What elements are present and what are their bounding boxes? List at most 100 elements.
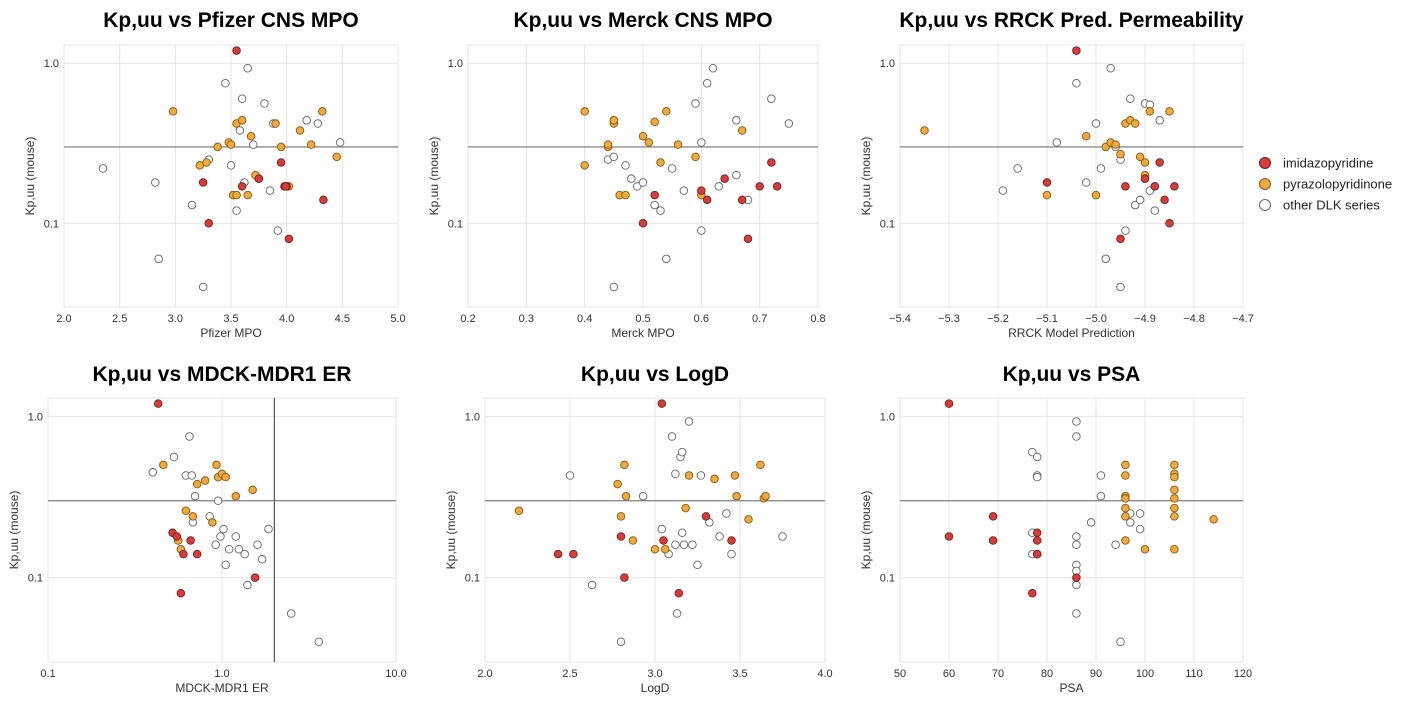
data-point-pyrazolopyridinone [246, 131, 256, 141]
legend-marker [1259, 178, 1271, 190]
x-tick-label: 3.0 [647, 668, 662, 680]
y-tick-label: 0.1 [880, 573, 895, 585]
data-point-other-dlk-series [1072, 609, 1081, 618]
data-point-other-dlk-series [1155, 116, 1164, 125]
data-point-imidazopyridine [204, 219, 213, 228]
data-point-imidazopyridine [755, 182, 764, 191]
data-point-pyrazolopyridinone [276, 142, 286, 152]
x-tick-label: 110 [1185, 668, 1203, 680]
data-point-pyrazolopyridinone [237, 116, 247, 125]
data-point-other-dlk-series [249, 140, 258, 149]
x-tick-label: 0.4 [577, 313, 592, 325]
data-point-imidazopyridine [232, 46, 241, 55]
y-tick-label: 1.0 [448, 58, 463, 70]
data-point-imidazopyridine [553, 549, 563, 559]
x-tick-label: −4.7 [1232, 313, 1254, 325]
data-point-other-dlk-series [286, 609, 296, 618]
data-point-pyrazolopyridinone [730, 471, 740, 480]
data-point-other-dlk-series [632, 182, 642, 191]
data-point-other-dlk-series [767, 94, 776, 103]
data-point-pyrazolopyridinone [1170, 512, 1179, 521]
data-point-other-dlk-series [1086, 518, 1096, 527]
x-tick-label: −5.2 [987, 313, 1009, 325]
y-axis-label: Kp,uu (mouse) [859, 491, 873, 570]
data-point-other-dlk-series [1072, 532, 1081, 541]
data-point-pyrazolopyridinone [1111, 140, 1120, 149]
data-point-pyrazolopyridinone [1081, 131, 1091, 141]
data-point-pyrazolopyridinone [306, 140, 316, 149]
x-axis-label: Pfizer MPO [200, 326, 261, 340]
x-tick-label: −5.4 [889, 313, 911, 325]
data-point-imidazopyridine [772, 182, 782, 191]
data-point-pyrazolopyridinone [732, 491, 741, 501]
data-point-other-dlk-series [714, 182, 724, 191]
x-tick-label: 0.1 [40, 668, 55, 680]
data-point-pyrazolopyridinone [1121, 460, 1130, 470]
data-point-other-dlk-series [185, 432, 194, 441]
x-tick-label: −5.1 [1036, 313, 1058, 325]
data-point-pyrazolopyridinone [1121, 471, 1130, 480]
x-tick-label: 0.7 [752, 313, 767, 325]
data-point-pyrazolopyridinone [656, 158, 665, 167]
data-point-other-dlk-series [221, 78, 230, 88]
chart-title: Kp,uu vs MDCK-MDR1 ER [92, 363, 351, 386]
data-point-other-dlk-series [667, 164, 677, 173]
x-tick-label: 10.0 [385, 668, 406, 680]
x-tick-label: −5.0 [1085, 313, 1107, 325]
data-point-other-dlk-series [314, 637, 324, 647]
data-point-imidazopyridine [1140, 174, 1150, 183]
x-axis-label: RRCK Model Prediction [1008, 326, 1135, 340]
data-point-imidazopyridine [659, 536, 668, 545]
data-point-other-dlk-series [1116, 282, 1125, 292]
data-point-pyrazolopyridinone [737, 126, 747, 135]
data-point-other-dlk-series [677, 447, 687, 457]
data-point-other-dlk-series [732, 116, 741, 125]
data-point-pyrazolopyridinone [168, 107, 178, 116]
y-tick-label: 0.1 [44, 218, 59, 230]
data-point-other-dlk-series [187, 471, 196, 480]
data-point-imidazopyridine [1028, 589, 1037, 598]
data-point-other-dlk-series [1135, 509, 1145, 518]
data-point-other-dlk-series [638, 178, 648, 187]
data-point-other-dlk-series [727, 549, 736, 559]
data-point-other-dlk-series [224, 545, 234, 554]
data-point-imidazopyridine [1072, 573, 1081, 582]
data-point-other-dlk-series [1072, 432, 1081, 441]
data-point-pyrazolopyridinone [514, 506, 524, 515]
data-point-pyrazolopyridinone [202, 158, 211, 167]
data-point-pyrazolopyridinone [609, 116, 619, 125]
data-point-pyrazolopyridinone [710, 474, 719, 484]
y-axis-label: Kp,uu (mouse) [859, 137, 873, 216]
data-point-imidazopyridine [1042, 178, 1052, 187]
x-tick-label: 3.5 [732, 668, 747, 680]
data-point-imidazopyridine [743, 234, 753, 244]
data-point-other-dlk-series [696, 471, 706, 480]
data-point-pyrazolopyridinone [638, 131, 648, 141]
data-point-other-dlk-series [98, 164, 108, 173]
data-point-imidazopyridine [319, 195, 328, 205]
data-point-imidazopyridine [767, 158, 776, 167]
data-point-pyrazolopyridinone [613, 479, 622, 489]
data-point-pyrazolopyridinone [181, 506, 191, 515]
data-point-other-dlk-series [650, 200, 659, 210]
data-point-other-dlk-series [235, 126, 245, 135]
data-point-other-dlk-series [609, 152, 619, 162]
plot-area [899, 44, 1244, 308]
chart-title: Kp,uu vs LogD [581, 363, 729, 386]
data-point-other-dlk-series [1126, 518, 1135, 527]
data-point-pyrazolopyridinone [1135, 152, 1145, 162]
data-point-other-dlk-series [1032, 452, 1042, 462]
data-point-pyrazolopyridinone [662, 107, 671, 116]
data-point-imidazopyridine [1150, 182, 1160, 191]
data-point-other-dlk-series [237, 94, 247, 103]
x-tick-label: 2.0 [56, 313, 71, 325]
data-point-other-dlk-series [1111, 540, 1120, 549]
data-point-other-dlk-series [216, 532, 225, 541]
legend-label: other DLK series [1283, 198, 1380, 213]
y-axis-label: Kp,uu (mouse) [23, 137, 37, 216]
x-tick-label: 50 [894, 668, 906, 680]
data-point-imidazopyridine [701, 512, 711, 521]
data-point-other-dlk-series [265, 186, 275, 195]
x-tick-label: 0.8 [810, 313, 825, 325]
